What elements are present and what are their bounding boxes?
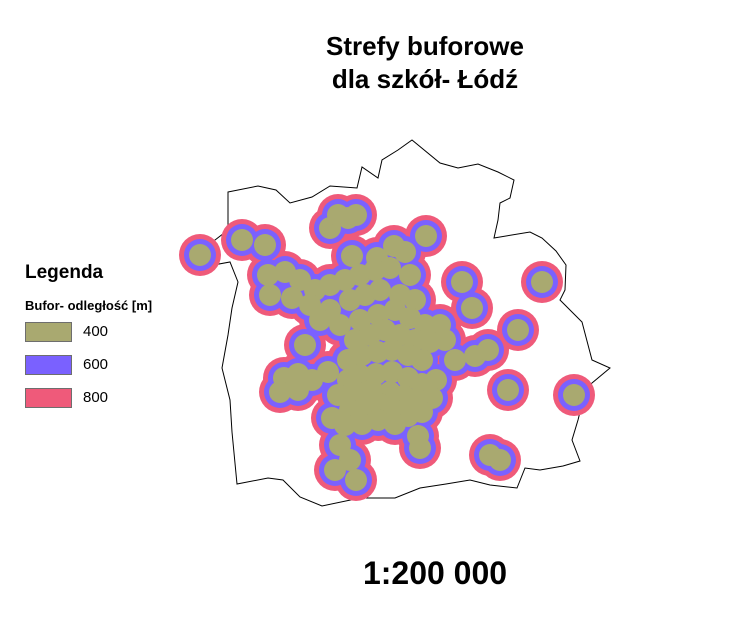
buffer-400 — [287, 379, 309, 401]
buffer-400 — [384, 413, 406, 435]
legend-swatch-800 — [25, 388, 72, 408]
buffer-400 — [477, 339, 499, 361]
buffer-400 — [254, 234, 276, 256]
buffer-400 — [329, 314, 351, 336]
buffer-400 — [341, 245, 363, 267]
legend-item-800: 800 — [25, 388, 215, 421]
buffer-400 — [324, 459, 346, 481]
buffer-400 — [404, 289, 426, 311]
buffer-400 — [461, 297, 483, 319]
buffer-400 — [451, 271, 473, 293]
buffer-400 — [317, 361, 339, 383]
buffer-400 — [425, 369, 447, 391]
map-title: Strefy buforowe dla szkół- Łódź — [255, 30, 595, 96]
map-title-line-2: dla szkół- Łódź — [331, 64, 519, 94]
buffer-400 — [345, 381, 367, 403]
buffer-400 — [231, 229, 253, 251]
buffer-400 — [369, 279, 391, 301]
buffer-400 — [345, 204, 367, 226]
buffer-400 — [489, 449, 511, 471]
buffer-400 — [497, 379, 519, 401]
legend-label-600: 600 — [83, 356, 109, 373]
buffer-400 — [269, 381, 291, 403]
buffer-400 — [327, 384, 349, 406]
buffer-400 — [309, 309, 331, 331]
legend: Legenda Bufor- odległość [m] 400 600 800 — [25, 262, 215, 421]
legend-swatch-400 — [25, 322, 72, 342]
buffer-400-layer — [189, 204, 585, 491]
buffer-400 — [531, 271, 553, 293]
legend-subtitle: Bufor- odległość [m] — [25, 298, 153, 313]
buffer-400 — [507, 319, 529, 341]
legend-title: Legenda — [25, 262, 104, 283]
buffer-400 — [259, 284, 281, 306]
legend-label-800: 800 — [83, 389, 109, 406]
map-title-line-1: Strefy buforowe — [326, 31, 524, 61]
buffer-400 — [281, 287, 303, 309]
buffer-400 — [294, 334, 316, 356]
buffer-400 — [409, 437, 431, 459]
scale-text: 1:200 000 — [362, 555, 508, 591]
buffer-400 — [379, 257, 401, 279]
buffer-400 — [444, 349, 466, 371]
buffer-400 — [411, 349, 433, 371]
buffer-400 — [257, 264, 279, 286]
buffer-400 — [399, 264, 421, 286]
buffer-400 — [394, 241, 416, 263]
buffer-400 — [367, 409, 389, 431]
buffer-400 — [345, 469, 367, 491]
buffer-400 — [334, 414, 356, 436]
buffer-400 — [327, 204, 349, 226]
buffer-400 — [434, 329, 456, 351]
buffer-400 — [189, 244, 211, 266]
buffer-400 — [415, 225, 437, 247]
buffer-400 — [563, 384, 585, 406]
legend-item-400: 400 — [25, 322, 215, 355]
buffer-400 — [349, 364, 371, 386]
legend-label-400: 400 — [83, 323, 109, 340]
legend-item-600: 600 — [25, 355, 215, 388]
legend-swatch-600 — [25, 355, 72, 375]
buffer-400 — [411, 401, 433, 423]
